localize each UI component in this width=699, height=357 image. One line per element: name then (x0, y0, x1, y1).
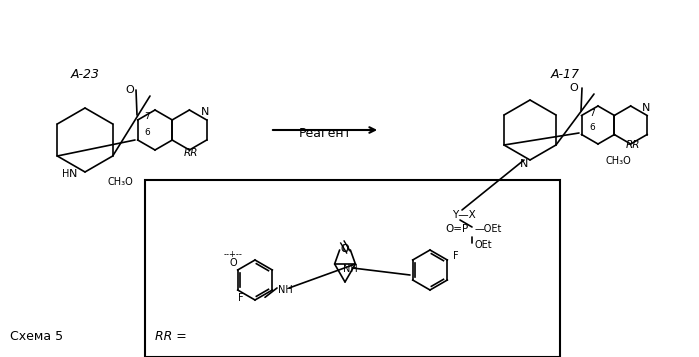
Text: --+--: --+-- (224, 250, 243, 259)
Text: O: O (340, 244, 348, 254)
Text: O: O (126, 85, 134, 95)
Text: Схема 5: Схема 5 (10, 330, 63, 343)
Text: A-17: A-17 (551, 68, 579, 81)
Text: Реагент: Реагент (298, 127, 352, 140)
Text: CH₃O: CH₃O (107, 177, 133, 187)
Text: RR =: RR = (155, 330, 187, 343)
Text: H: H (62, 169, 69, 179)
Text: O: O (570, 83, 578, 93)
Text: N: N (69, 169, 77, 179)
Text: F: F (453, 251, 459, 261)
Text: 6: 6 (144, 127, 150, 136)
Text: OEt: OEt (475, 240, 493, 250)
Text: —OEt: —OEt (475, 224, 503, 234)
Text: N: N (642, 103, 650, 113)
Text: NH: NH (278, 285, 293, 295)
Text: 7: 7 (589, 109, 595, 117)
Text: NH: NH (343, 264, 357, 274)
Text: O: O (229, 258, 237, 268)
Text: 7: 7 (144, 111, 150, 121)
Text: N: N (201, 107, 210, 117)
Text: O: O (342, 244, 350, 254)
Text: F: F (238, 293, 244, 303)
Text: CH₃O: CH₃O (606, 156, 632, 166)
Text: RR: RR (184, 148, 199, 158)
Text: Y—X: Y—X (452, 210, 476, 220)
Text: N: N (520, 159, 528, 169)
Text: RR: RR (626, 140, 640, 150)
Text: O=P: O=P (445, 224, 468, 234)
Text: 6: 6 (589, 122, 595, 131)
Text: A-23: A-23 (71, 68, 99, 81)
